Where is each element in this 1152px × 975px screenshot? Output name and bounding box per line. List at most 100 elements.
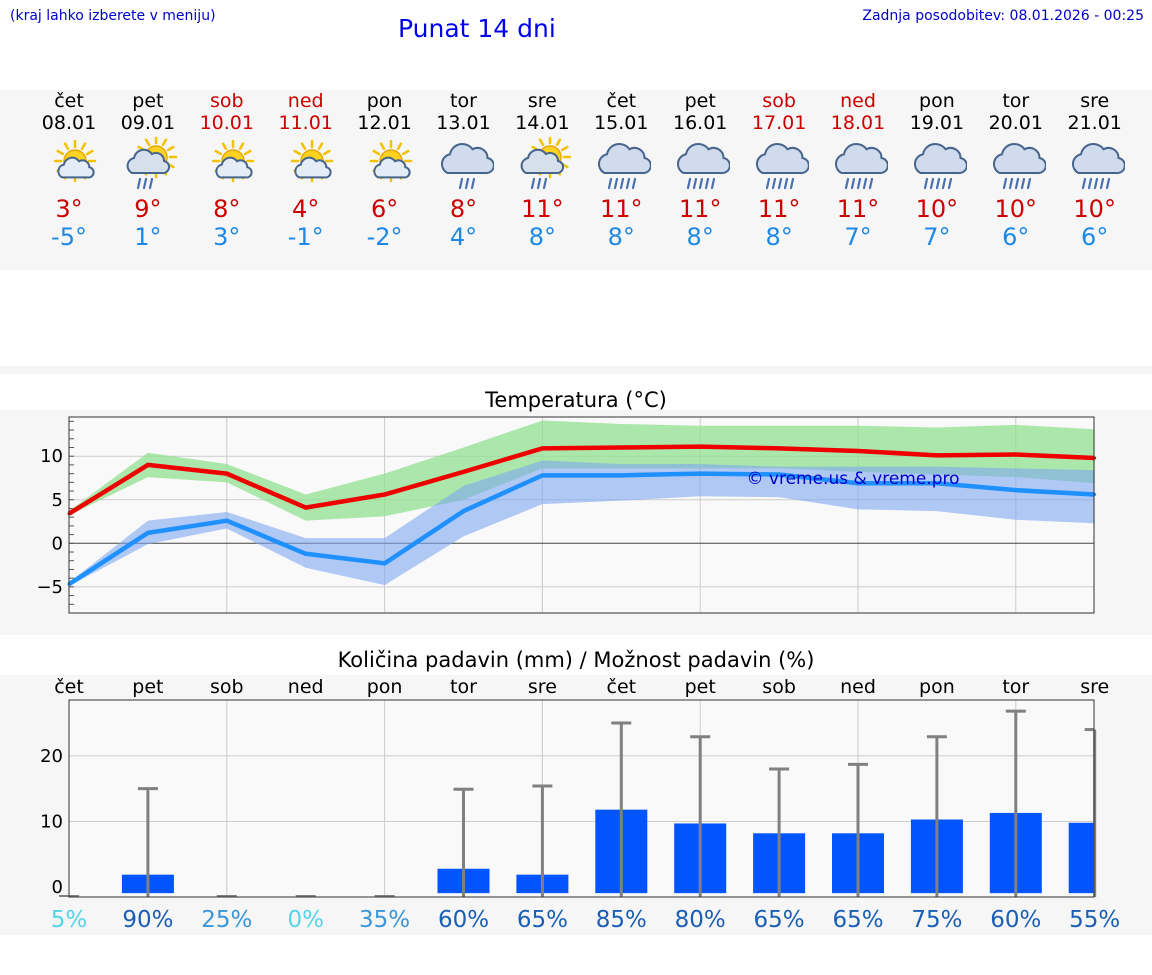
precip-probability: 85%	[596, 907, 647, 933]
max-temp: 11°	[757, 195, 801, 223]
max-temp: 11°	[600, 195, 643, 223]
max-temp-point	[304, 506, 308, 510]
sun-cloud-icon	[53, 139, 97, 183]
precip-chart-title: Količina padavin (mm) / Možnost padavin …	[337, 648, 815, 672]
x-day-label: čet	[54, 676, 84, 698]
x-day-label: ned	[840, 676, 876, 698]
cloud-heavy-rain-icon	[913, 142, 967, 190]
y-tick-label: 10	[40, 811, 63, 832]
x-day-label: čet	[607, 676, 637, 698]
min-temp-point	[619, 473, 623, 477]
precip-probability: 65%	[517, 907, 568, 933]
x-day-label: sre	[1080, 676, 1109, 698]
forecast-strip: čet 08.01 3° -5° pet 09.01 9° 1° sob 10.01 8° 3° ned…	[0, 90, 1152, 270]
x-day-label: pon	[367, 676, 403, 698]
max-temp: 10°	[994, 195, 1038, 223]
day-name: pet	[684, 90, 716, 112]
y-tick-label: 0	[52, 877, 63, 898]
cloud-heavy-rain-icon	[598, 142, 652, 190]
max-temp-point	[698, 445, 702, 449]
max-temp: 8°	[213, 195, 241, 223]
day-date: 12.01	[357, 112, 412, 134]
day-column: pet 09.01 9° 1°	[108, 90, 188, 251]
day-name: sob	[210, 90, 244, 112]
min-temp-point	[383, 561, 387, 565]
min-temp-point	[225, 519, 229, 523]
watermark: © vreme.us & vreme.pro	[746, 469, 959, 489]
precip-probability: 60%	[438, 907, 489, 933]
cloud-heavy-rain-icon	[1071, 142, 1125, 190]
x-day-label: pet	[132, 676, 163, 698]
cloud-heavy-rain-icon	[835, 142, 888, 190]
min-temp-point	[698, 472, 702, 476]
min-temp: 6°	[1002, 223, 1030, 251]
precipitation-chart: 0 10 20 čet pet sob ned pon tor sre čet pet sob ned po…	[40, 676, 1120, 933]
day-date: 19.01	[909, 112, 965, 134]
min-temp: 8°	[765, 223, 793, 251]
max-temp-line	[67, 444, 1095, 516]
min-temp-point	[146, 531, 150, 535]
divider-band	[0, 366, 1152, 374]
day-date: 21.01	[1067, 112, 1122, 134]
day-column: ned 11.01 4° -1°	[266, 90, 346, 251]
day-column: pon 19.01 10° 7°	[897, 90, 977, 251]
day-column: čet 15.01 11° 8°	[581, 90, 661, 251]
min-temp-point	[1014, 488, 1018, 492]
max-temp: 11°	[678, 195, 722, 223]
day-name: ned	[840, 90, 876, 112]
day-column: ned 18.01 11° 7°	[818, 90, 898, 251]
forecast-band	[0, 90, 1152, 270]
sun-cloud-icon	[290, 139, 333, 183]
min-temp: 3°	[213, 223, 241, 251]
y-tick-label: 5	[52, 490, 63, 511]
min-temp-point	[462, 509, 465, 513]
precip-probability: 65%	[754, 907, 805, 933]
day-name: sre	[527, 90, 557, 112]
min-temp: 8°	[686, 223, 714, 251]
day-date: 08.01	[41, 112, 97, 134]
min-temp-point	[777, 472, 781, 476]
max-temp-point	[462, 470, 465, 474]
location-hint: (kraj lahko izberete v meniju)	[10, 8, 216, 24]
min-temp: 8°	[528, 223, 557, 251]
precip-probability: 5%	[51, 907, 88, 933]
min-temp-point	[304, 552, 308, 556]
cloud-heavy-rain-icon	[992, 142, 1046, 190]
max-temp: 11°	[836, 195, 880, 223]
min-temp: 8°	[607, 223, 635, 251]
min-temp: 7°	[923, 223, 951, 251]
x-day-label: tor	[450, 676, 477, 698]
x-day-label: sre	[528, 676, 557, 698]
max-temp-point	[856, 449, 860, 453]
precip-probability: 75%	[911, 907, 962, 933]
x-day-label: pon	[919, 676, 955, 698]
max-temp-point	[619, 445, 623, 449]
cloud-heavy-rain-icon	[756, 142, 810, 190]
precip-probability: 65%	[832, 907, 883, 933]
day-name: čet	[54, 90, 84, 112]
day-name: tor	[1002, 90, 1030, 112]
day-column: sob 10.01 8° 3°	[187, 90, 267, 251]
max-range-band	[69, 420, 1095, 521]
y-tick-label: 0	[52, 533, 63, 554]
day-column: sob 17.01 11° 8°	[739, 90, 819, 251]
min-temp: 7°	[844, 223, 872, 251]
max-temp-point	[777, 446, 781, 450]
day-date: 17.01	[751, 112, 807, 134]
precip-probability: 90%	[122, 907, 173, 933]
day-column: sre 14.01 11° 8°	[502, 90, 582, 251]
y-tick-label: 20	[40, 746, 63, 767]
day-name: ned	[287, 90, 324, 112]
day-date: 18.01	[830, 112, 886, 134]
x-day-label: ned	[288, 676, 324, 698]
day-name: čet	[606, 90, 637, 112]
max-temp: 8°	[449, 195, 478, 223]
max-temp-point	[225, 472, 229, 476]
min-temp-point	[856, 481, 860, 485]
day-date: 14.01	[515, 112, 570, 134]
plot-border	[68, 699, 1095, 898]
max-temp-point	[146, 463, 150, 467]
day-name: pet	[132, 90, 164, 112]
max-temp: 10°	[915, 195, 959, 223]
day-column: tor 13.01 8° 4°	[424, 90, 504, 251]
